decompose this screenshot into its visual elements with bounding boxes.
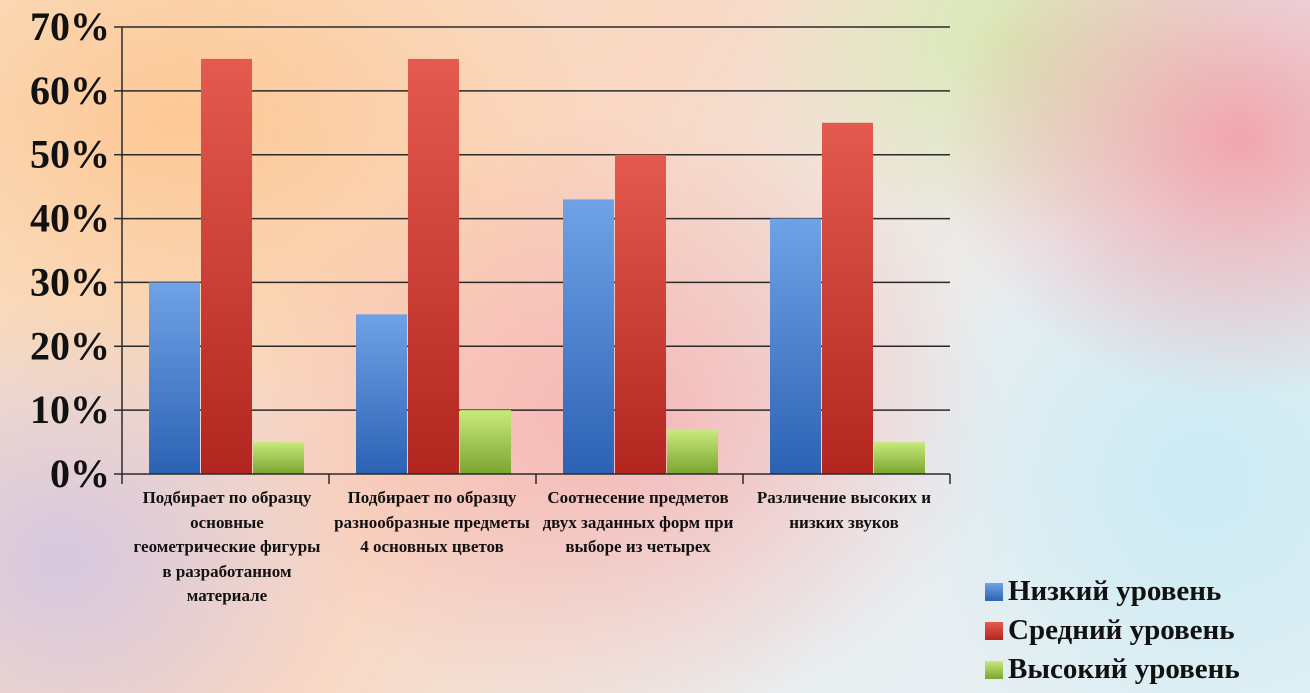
bar-low-3 [563, 199, 614, 474]
y-axis-ticks: 0% 10% 20% 30% 40% 50% 60% 70% [30, 4, 110, 496]
legend-label-high: Высокий уровень [1008, 653, 1240, 685]
legend-swatch-mid [985, 621, 1003, 640]
bar-mid-3 [615, 154, 666, 474]
y-tick-label: 10% [30, 387, 110, 432]
bar-high-4 [874, 442, 925, 474]
bar-low-1 [149, 282, 200, 474]
y-tick-label: 30% [30, 259, 110, 304]
y-tick-label: 20% [30, 323, 110, 368]
category-label-1: Подбирает по образцу основные геометриче… [133, 488, 321, 605]
y-tick-label: 0% [50, 451, 110, 496]
bar-low-2 [356, 314, 407, 474]
bar-low-4 [770, 218, 821, 474]
legend-label-mid: Средний уровень [1008, 614, 1235, 646]
legend-swatch-high [985, 660, 1003, 679]
legend: Низкий уровень Средний уровень Высокий у… [985, 572, 1240, 689]
y-tick-label: 60% [30, 68, 110, 113]
bars [149, 58, 925, 475]
legend-item-high: Высокий уровень [985, 650, 1240, 689]
bar-mid-1 [201, 58, 252, 475]
legend-item-low: Низкий уровень [985, 572, 1240, 611]
bar-mid-2 [408, 58, 459, 475]
y-tick-label: 40% [30, 196, 110, 241]
bar-high-3 [667, 429, 718, 474]
bar-high-1 [253, 442, 304, 474]
bar-high-2 [460, 410, 511, 474]
category-label-4: Различение высоких и низких звуков [756, 488, 932, 532]
legend-item-mid: Средний уровень [985, 611, 1240, 650]
legend-label-low: Низкий уровень [1008, 575, 1222, 607]
legend-swatch-low [985, 582, 1003, 601]
axes [114, 26, 951, 484]
gridlines [122, 26, 950, 411]
category-label-3: Соотнесение предметов двух заданных форм… [542, 488, 734, 556]
y-tick-label: 70% [30, 4, 110, 49]
bar-mid-4 [822, 122, 873, 475]
y-tick-label: 50% [30, 132, 110, 177]
category-label-2: Подбирает по образцу разнообразные предм… [334, 488, 530, 556]
